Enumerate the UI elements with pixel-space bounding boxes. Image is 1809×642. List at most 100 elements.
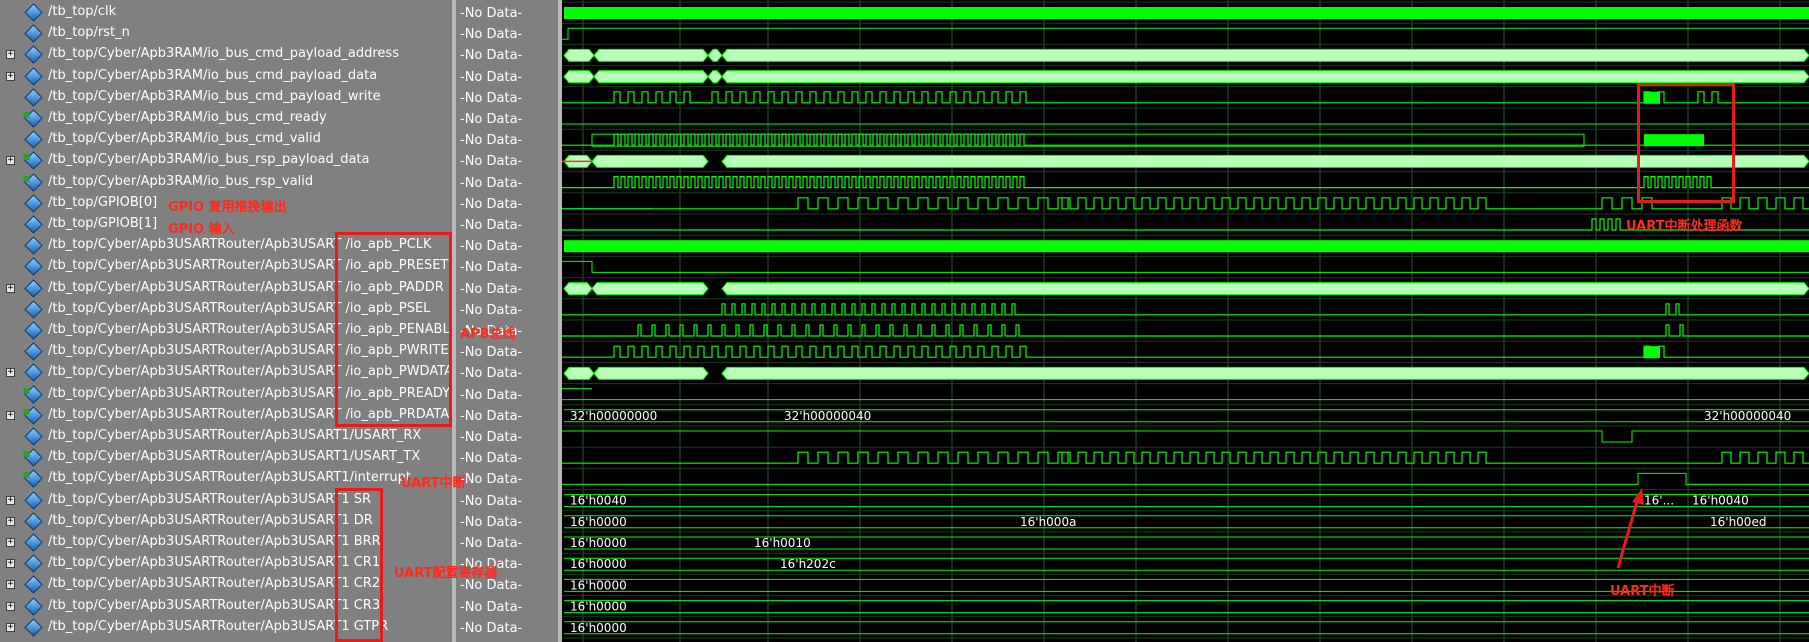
expand-plus-icon[interactable]: + (6, 621, 15, 632)
signal-row[interactable]: + /tb_top/Cyber/Apb3USARTRouter/Apb3USART… (0, 406, 452, 427)
bus-value-label: 32'h00000000 (570, 409, 657, 423)
expand-plus-icon[interactable]: + (6, 409, 15, 420)
highlight-apb-bus-box (335, 232, 452, 427)
signal-value: -No Data- (460, 133, 523, 149)
usart-rx-trace (562, 430, 1809, 443)
signal-value: -No Data- (460, 239, 523, 255)
signal-row[interactable]: /tb_top/Cyber/Apb3RAM/io_bus_cmd_ready (0, 109, 452, 130)
bus-value-lines (564, 557, 1809, 571)
bus-segment (707, 70, 723, 84)
signal-diamond-icon (24, 88, 43, 107)
bus-value-label: 16'h0010 (754, 536, 811, 550)
signal-diamond-icon (24, 363, 43, 383)
expand-plus-icon[interactable]: + (6, 537, 15, 547)
signal-diamond-icon (24, 575, 43, 595)
signal-row[interactable]: + /tb_top/Cyber/Apb3USARTRouter/Apb3USART… (0, 533, 452, 554)
highlight-uart-handler-box (1637, 83, 1735, 203)
bus-segment (721, 282, 1809, 296)
signal-trace (562, 345, 1809, 358)
signal-row[interactable]: + /tb_top/Cyber/Apb3RAM/io_bus_rsp_payloa… (0, 151, 452, 172)
expand-plus-icon[interactable]: + (6, 579, 15, 590)
bus-value-lines (564, 600, 1809, 614)
signal-row[interactable]: /tb_top/Cyber/Apb3RAM/io_bus_cmd_valid (0, 130, 452, 151)
signal-value: -No Data- (460, 281, 523, 297)
signal-name: /tb_top/Cyber/Apb3USARTRouter/Apb3USART … (48, 258, 449, 274)
signal-row[interactable]: /tb_top/Cyber/Apb3USARTRouter/Apb3USART1… (0, 448, 452, 469)
signal-row[interactable]: + /tb_top/Cyber/Apb3USARTRouter/Apb3USART… (0, 554, 452, 575)
highlight-uart-registers-box (335, 488, 383, 642)
bus-value-lines (564, 515, 1809, 529)
bus-value-lines (564, 494, 1809, 508)
pane-splitter-left[interactable] (452, 0, 456, 642)
signal-trace (562, 451, 1809, 464)
signal-value: -No Data- (460, 387, 523, 403)
signal-name: /tb_top/clk (48, 4, 117, 19)
signal-value: -No Data- (460, 260, 523, 276)
signal-value: -No Data- (460, 112, 523, 127)
signal-row[interactable]: /tb_top/Cyber/Apb3USARTRouter/Apb3USART1… (0, 469, 452, 490)
bus-segment (721, 366, 1809, 380)
signal-row[interactable]: + /tb_top/Cyber/Apb3RAM/io_bus_cmd_payloa… (0, 66, 452, 88)
signal-row[interactable]: + /tb_top/Cyber/Apb3USARTRouter/Apb3USART… (0, 512, 452, 533)
bus-segment (593, 70, 709, 84)
signal-diamond-icon (24, 215, 43, 234)
signal-value: -No Data- (460, 557, 523, 573)
signal-name: /tb_top/Cyber/Apb3RAM/io_bus_cmd_valid (48, 131, 321, 147)
bus-segment (721, 154, 1809, 168)
expand-plus-icon[interactable]: + (6, 155, 15, 166)
expand-plus-icon[interactable]: + (6, 49, 15, 60)
signal-name: /tb_top/Cyber/Apb3RAM/io_bus_cmd_payload… (48, 67, 378, 83)
bus-value-lines (564, 578, 1809, 592)
input-signal-icon (24, 448, 43, 467)
expand-plus-icon[interactable]: + (6, 600, 15, 611)
valid-burst (1644, 134, 1704, 147)
expand-plus-icon[interactable]: + (6, 70, 15, 81)
expand-plus-icon[interactable]: + (6, 494, 15, 505)
signal-row[interactable]: + /tb_top/Cyber/Apb3USARTRouter/Apb3USART… (0, 596, 452, 618)
signal-name: /tb_top/Cyber/Apb3USARTRouter/Apb3USART1… (48, 428, 422, 443)
signal-row[interactable]: /tb_top/rst_n (0, 24, 452, 45)
signal-trace (562, 197, 1809, 210)
input-signal-icon (24, 172, 43, 192)
signal-value: -No Data- (460, 599, 523, 615)
signal-row[interactable]: + /tb_top/Cyber/Apb3USARTRouter/Apb3USART… (0, 575, 452, 596)
signal-row[interactable]: /tb_top/Cyber/Apb3RAM/io_bus_rsp_valid (0, 172, 452, 194)
waveform-panel[interactable]: 32'h00000000 32'h00000040 32'h00000040 16'h… (562, 0, 1809, 642)
signal-name: /tb_top/Cyber/Apb3RAM/io_bus_cmd_payload… (48, 46, 399, 62)
signal-value: -No Data- (460, 196, 523, 212)
signal-diamond-icon (24, 342, 43, 361)
signal-row[interactable]: + /tb_top/Cyber/Apb3USARTRouter/Apb3USART… (0, 278, 452, 300)
bus-value-label: 16'h0040 (1692, 494, 1749, 508)
signal-value-panel: -No Data- -No Data- -No Data- -No Data- -No … (456, 0, 558, 642)
signal-name: /tb_top/Cyber/Apb3USARTRouter/Apb3USART1… (48, 555, 381, 571)
signal-row[interactable]: /tb_top/Cyber/Apb3RAM/io_bus_cmd_payload… (0, 88, 452, 109)
bus-segment (591, 282, 709, 296)
signal-row[interactable]: /tb_top/Cyber/Apb3USARTRouter/Apb3USART1… (0, 427, 452, 448)
signal-row[interactable]: /tb_top/Cyber/Apb3USARTRouter/Apb3USART … (0, 321, 458, 342)
signal-name: /tb_top/Cyber/Apb3RAM/io_bus_cmd_ready (48, 110, 327, 125)
signal-row[interactable]: /tb_top/Cyber/Apb3USARTRouter/Apb3USART … (0, 342, 452, 363)
signal-row[interactable]: /tb_top/Cyber/Apb3USARTRouter/Apb3USART … (0, 384, 452, 406)
pane-splitter-right[interactable] (558, 0, 562, 642)
expand-plus-icon[interactable]: + (6, 515, 15, 526)
signal-row[interactable]: /tb_top/Cyber/Apb3USARTRouter/Apb3USART … (0, 257, 452, 278)
signal-row[interactable]: /tb_top/GPIOB[1] (0, 215, 452, 236)
expand-plus-icon[interactable]: + (6, 367, 15, 378)
expand-plus-icon[interactable]: + (6, 282, 15, 293)
signal-value: -No Data- (460, 620, 523, 636)
signal-row[interactable]: /tb_top/GPIOB[0] (0, 194, 452, 215)
bus-segment (591, 154, 709, 168)
bus-value-label: 16'h00ed (1710, 515, 1766, 529)
bus-value-label: 16'h0000 (570, 600, 627, 614)
signal-row[interactable]: /tb_top/clk (0, 3, 452, 24)
signal-row[interactable]: + /tb_top/Cyber/Apb3RAM/io_bus_cmd_payloa… (0, 45, 452, 66)
signal-row[interactable]: + /tb_top/Cyber/Apb3USARTRouter/Apb3USART… (0, 618, 452, 639)
clock-trace (564, 7, 1809, 19)
signal-row[interactable]: + /tb_top/Cyber/Apb3USARTRouter/Apb3USART… (0, 490, 452, 512)
signal-row[interactable]: /tb_top/Cyber/Apb3USARTRouter/Apb3USART … (0, 300, 452, 321)
expand-plus-icon[interactable]: + (6, 558, 15, 569)
bus-value-label: 16'h0040 (570, 494, 627, 508)
bus-segment (707, 48, 723, 62)
signal-name: /tb_top/Cyber/Apb3USARTRouter/Apb3USART1… (48, 618, 389, 634)
signal-row[interactable]: + /tb_top/Cyber/Apb3USARTRouter/Apb3USART… (0, 363, 453, 384)
